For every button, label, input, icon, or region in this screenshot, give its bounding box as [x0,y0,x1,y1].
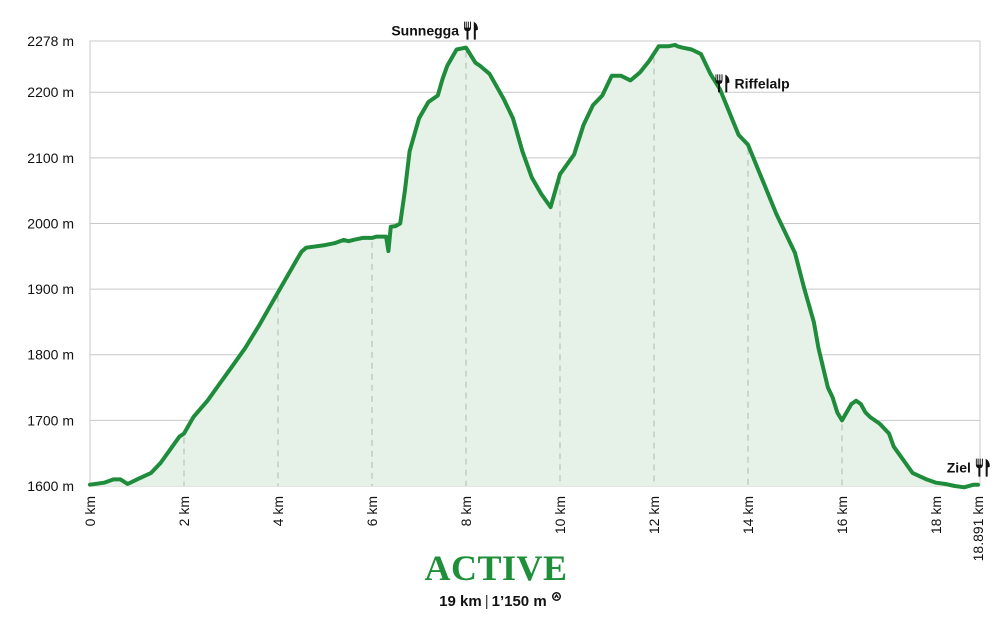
x-tick-label: 0 km [82,496,98,526]
elevation-fill [90,44,978,488]
plot-area [88,42,980,490]
x-tick-label: 12 km [646,496,662,534]
annotations: Sunnegga Riffelalp Ziel [391,21,990,477]
x-tick-label: 14 km [740,496,756,534]
elevation-line [88,42,980,490]
y-tick-label: 2200 m [27,84,74,100]
y-tick-label: 2278 m [27,33,74,49]
x-tick-label: 4 km [270,496,286,526]
poi-riffelalp: Riffelalp [715,74,790,93]
x-tick-label: 8 km [458,496,474,526]
stats-separator: | [484,593,489,610]
restaurant-icon [464,21,478,40]
ascent-icon [551,592,561,601]
y-tick-label: 1600 m [27,478,74,494]
x-axis: 0 km 2 km 4 km 6 km 8 km 10 km 12 km 14 km 16 km… [82,496,986,561]
x-tick-label: 18 km [928,496,944,534]
distance-value: 19 km [439,593,482,610]
x-tick-label: 6 km [364,496,380,526]
y-tick-label: 2100 m [27,150,74,166]
x-tick-label: 18.891 km [970,496,986,561]
poi-label: Ziel [947,460,971,476]
poi-ziel: Ziel [947,458,990,477]
x-tick-label: 2 km [176,496,192,526]
x-tick-label: 10 km [552,496,568,534]
poi-sunnegga: Sunnegga [391,21,478,40]
restaurant-icon [975,458,990,477]
ascent-value: 1’150 m [491,593,547,610]
y-tick-label: 2000 m [27,215,74,231]
y-tick-label: 1700 m [27,412,74,428]
y-tick-label: 1800 m [27,347,74,363]
poi-label: Sunnegga [391,23,459,39]
x-tick-label: 16 km [834,496,850,534]
y-tick-label: 1900 m [27,281,74,297]
poi-label: Riffelalp [735,75,790,91]
brand-logo: ACTIVE [424,548,568,588]
tour-stats: 19 km | 1’150 m [400,592,600,610]
y-axis: 1600 m 1700 m 1800 m 1900 m 2000 m 2100 m 2200… [27,33,74,494]
